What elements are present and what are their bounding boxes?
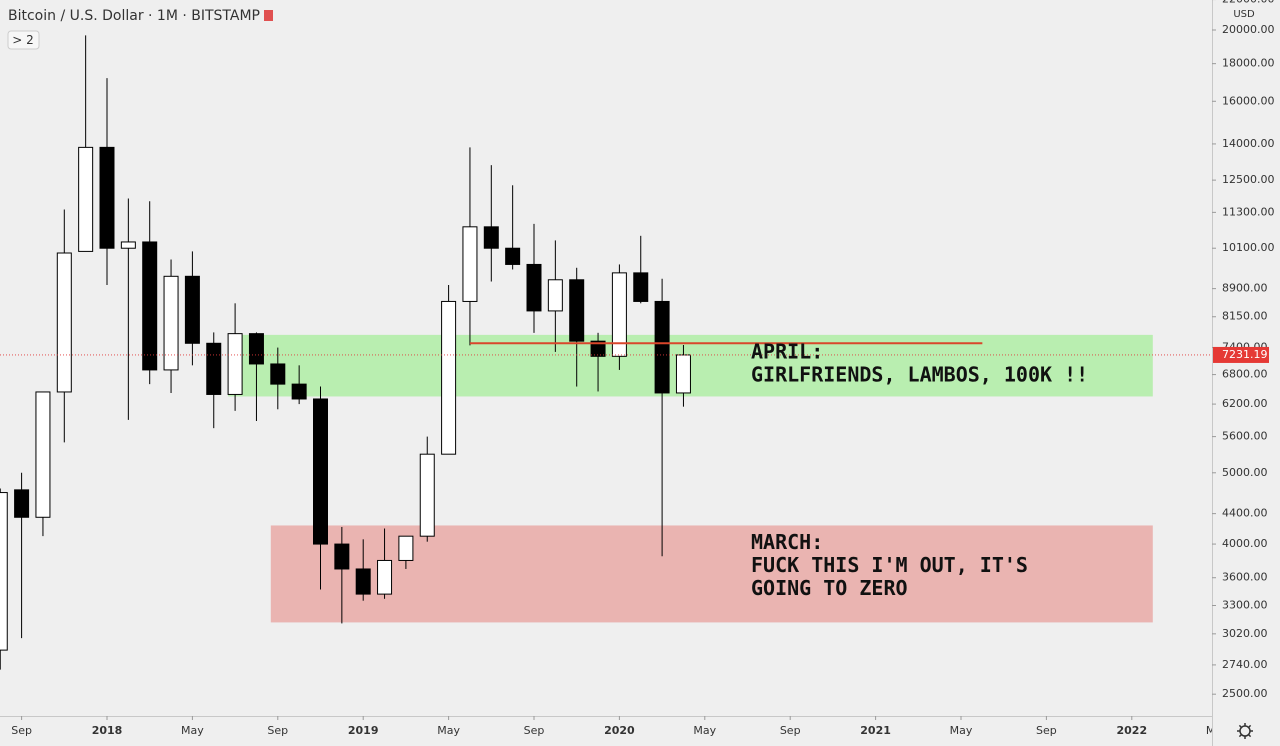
price-axis: 2500.00 2740.00 3020.00 3300.00 3600.00 4000.… [1212, 0, 1275, 700]
candle-body [142, 241, 158, 371]
candle-body [99, 146, 115, 249]
annotation-text: GIRLFRIENDS, LAMBOS, 100K !! [751, 362, 1088, 386]
x-tick-label: Sep [267, 724, 288, 737]
candle-body [569, 279, 585, 342]
toolbar-button[interactable] [7, 30, 40, 50]
candle-body [590, 340, 606, 357]
candle-body [184, 275, 200, 344]
y-tick-label: 3600.00 [1222, 571, 1268, 584]
y-tick-label: 16000.00 [1222, 94, 1275, 107]
candle-body [313, 398, 328, 545]
x-tick-label: Sep [1036, 724, 1057, 737]
toolbar-button-label[interactable]: > 2 [12, 33, 34, 47]
y-tick-label: 14000.00 [1222, 137, 1275, 150]
last-price-label: 7231.19 [1222, 348, 1268, 361]
y-tick-label: 8900.00 [1222, 282, 1268, 295]
x-tick-label: 2019 [348, 724, 379, 737]
flag-icon[interactable] [264, 10, 273, 21]
candle-body [419, 453, 435, 537]
annotation-text: FUCK THIS I'M OUT, IT'S [751, 553, 1028, 577]
x-tick-label: 2022 [1116, 724, 1147, 737]
candle-body [270, 363, 286, 385]
candle-body [206, 342, 222, 395]
x-tick-label: Sep [11, 724, 32, 737]
candle-body [611, 272, 627, 357]
y-tick-label: 3300.00 [1222, 599, 1268, 612]
candle-body [120, 241, 136, 249]
candle-body [441, 300, 457, 455]
y-tick-label: 6800.00 [1222, 368, 1268, 381]
candle-body [78, 146, 94, 252]
y-tick-label: 6200.00 [1222, 397, 1268, 410]
y-tick-label: 12500.00 [1222, 173, 1275, 186]
candle-body [483, 226, 499, 249]
y-tick-label: 10100.00 [1222, 241, 1275, 254]
candle-body [398, 535, 414, 561]
y-tick-label: 8150.00 [1222, 310, 1268, 323]
candles [0, 35, 1212, 670]
candle-body [163, 275, 179, 371]
y-tick-label: 5600.00 [1222, 430, 1268, 443]
candle-body [355, 568, 371, 595]
y-tick-label: 18000.00 [1222, 57, 1275, 70]
y-tick-label: 11300.00 [1222, 205, 1275, 218]
y-tick-label: 3020.00 [1222, 627, 1268, 640]
x-tick-label: 2018 [92, 724, 123, 737]
y-tick-label: 4400.00 [1222, 507, 1268, 520]
x-tick-label: May [950, 724, 973, 737]
x-tick-label: Sep [524, 724, 545, 737]
candle-body [248, 333, 264, 365]
x-tick-label: Sep [780, 724, 801, 737]
x-tick-label: May [1206, 724, 1229, 737]
annotation-text: GOING TO ZERO [751, 576, 908, 600]
x-tick-label: May [181, 724, 204, 737]
y-tick-label: 5000.00 [1222, 466, 1268, 479]
currency-label: USD [1233, 9, 1255, 20]
candle-body [291, 383, 307, 400]
y-tick-label: 22000.00 [1222, 0, 1275, 6]
notes: APRIL:GIRLFRIENDS, LAMBOS, 100K !! MARCH:… [751, 339, 1088, 600]
x-tick-label: 2020 [604, 724, 635, 737]
candle-body [633, 272, 649, 302]
candle-body [227, 333, 243, 395]
chart-title: Bitcoin / U.S. Dollar · 1M · BITSTAMP [8, 8, 260, 24]
settings-icon[interactable] [1237, 723, 1253, 739]
y-tick-label: 20000.00 [1222, 23, 1275, 36]
candle-body [526, 263, 542, 312]
candle-body [0, 492, 8, 651]
zone [270, 525, 1153, 623]
y-tick-label: 2500.00 [1222, 687, 1268, 700]
candle-body [547, 279, 563, 312]
candle-body [505, 247, 521, 265]
x-tick-label: 2021 [860, 724, 891, 737]
y-tick-label: 4000.00 [1222, 537, 1268, 550]
candle-body [654, 300, 670, 394]
x-tick-label: May [437, 724, 460, 737]
annotation-text: APRIL: [751, 339, 823, 363]
last-price-box [1213, 346, 1269, 363]
candle-body [56, 252, 72, 393]
candle-body [14, 489, 30, 518]
annotation-text: MARCH: [751, 530, 823, 554]
candle-body [675, 354, 691, 394]
candle-body [35, 391, 51, 518]
time-axis: Sep 2018 May Sep 2019 May Sep 2020 May Sep 2021 May… [11, 716, 1229, 737]
candle-body [334, 543, 350, 570]
y-tick-label: 2740.00 [1222, 658, 1268, 671]
candle-body [377, 559, 393, 595]
x-tick-label: May [693, 724, 716, 737]
candle-body [462, 226, 478, 302]
